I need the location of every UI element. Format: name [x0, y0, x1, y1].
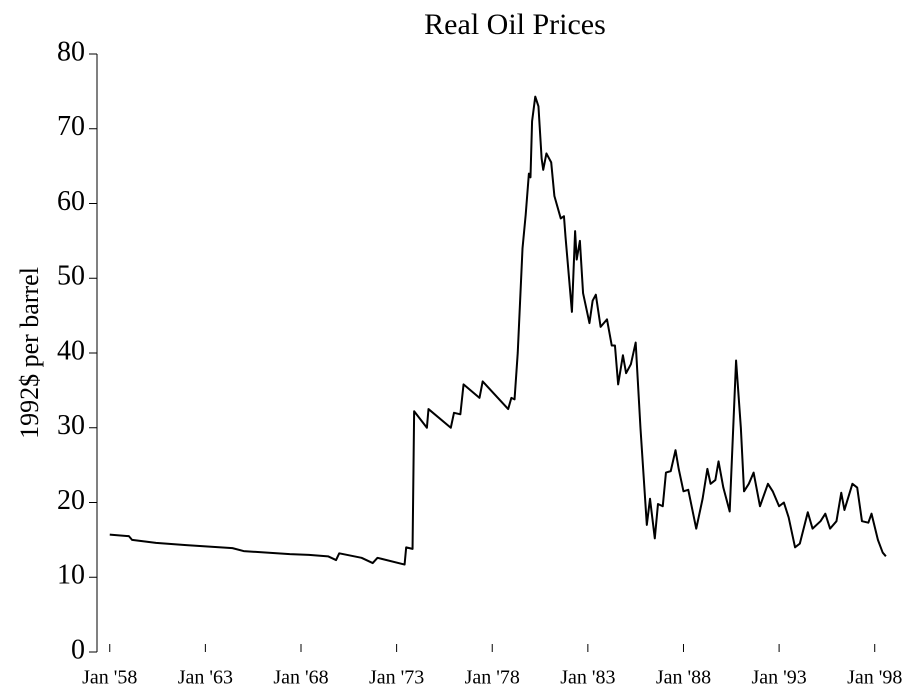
chart-title: Real Oil Prices [424, 8, 606, 41]
x-tick-label: Jan '73 [369, 667, 424, 689]
y-tick-label: 30 [57, 410, 85, 441]
y-tick-label: 20 [57, 485, 85, 516]
y-tick-label: 80 [57, 36, 85, 67]
y-tick-label: 50 [57, 261, 85, 292]
y-tick-label: 60 [57, 186, 85, 217]
x-tick-label: Jan '58 [82, 667, 137, 689]
x-tick-label: Jan '98 [847, 667, 902, 689]
x-tick-label: Jan '88 [656, 667, 711, 689]
x-tick-label: Jan '68 [273, 667, 328, 689]
y-tick-label: 0 [71, 634, 85, 665]
y-tick-label: 70 [57, 111, 85, 142]
x-tick-label: Jan '83 [560, 667, 615, 689]
x-tick-label: Jan '78 [465, 667, 520, 689]
x-tick-label: Jan '93 [751, 667, 806, 689]
y-tick-label: 10 [57, 560, 85, 591]
price-line [109, 95, 887, 566]
y-axis-label: 1992$ per barrel [15, 267, 44, 439]
x-tick-label: Jan '63 [178, 667, 233, 689]
y-tick-label: 40 [57, 335, 85, 366]
